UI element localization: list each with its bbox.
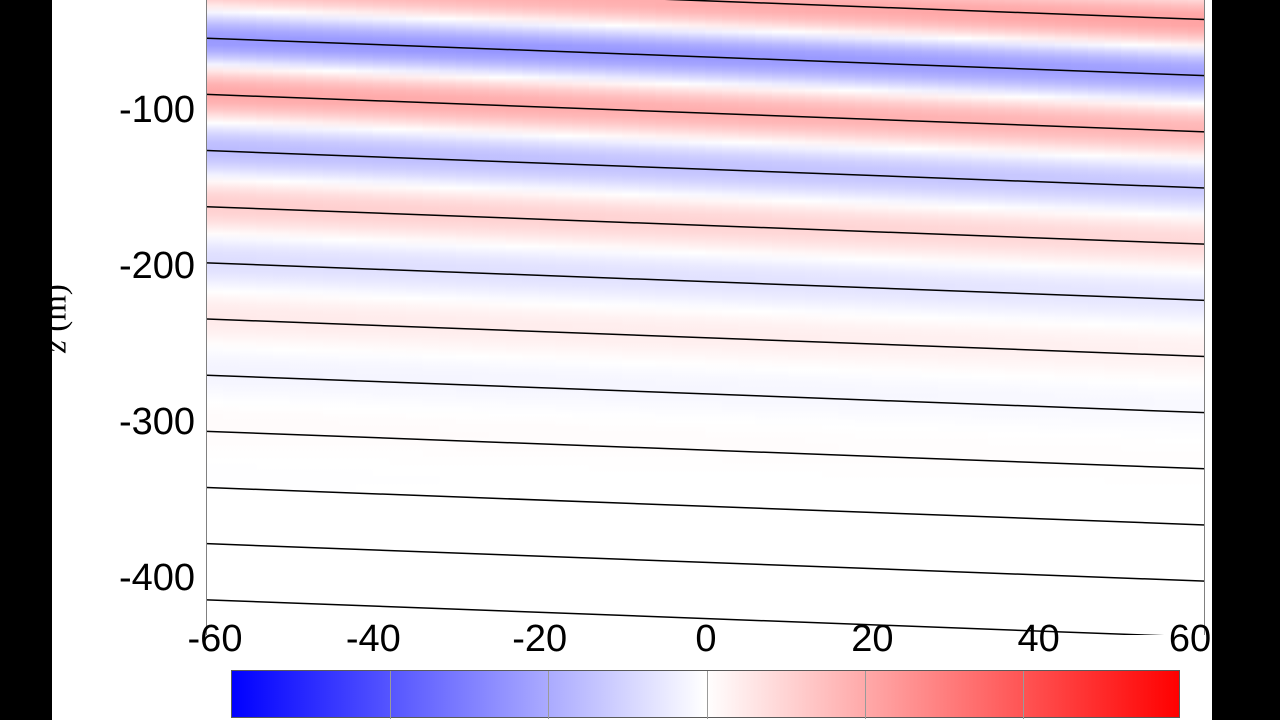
field-strip <box>272 0 291 635</box>
field-strip <box>855 0 873 635</box>
wave-field-heatmap <box>207 0 1205 635</box>
x-tick-label: -20 <box>512 618 568 660</box>
field-strip <box>871 0 890 635</box>
colorbar-tick <box>390 671 392 719</box>
isopycnal-contours <box>207 0 1205 635</box>
field-strip <box>755 0 774 635</box>
x-tick-label: 60 <box>1168 618 1212 660</box>
axis-line-left <box>206 0 208 635</box>
field-strip <box>722 0 740 635</box>
field-strip <box>489 0 507 635</box>
contour-line <box>207 430 1205 470</box>
field-strip <box>223 0 241 635</box>
field-strip <box>306 0 325 635</box>
field-strip <box>1137 0 1156 635</box>
field-strip <box>372 0 391 635</box>
x-tick-label: 20 <box>851 618 894 660</box>
contour-line <box>207 205 1205 245</box>
contour-line <box>207 318 1205 358</box>
y-tick-label: -200 <box>118 245 195 287</box>
x-tick-label: 40 <box>1017 618 1060 660</box>
contour-line <box>207 149 1205 189</box>
contour-line <box>207 599 1165 635</box>
field-strip <box>1038 0 1056 635</box>
field-strip <box>207 0 225 635</box>
field-strip <box>788 0 807 635</box>
letterbox-left <box>0 0 52 720</box>
field-strip <box>256 0 275 635</box>
y-tick-label: -400 <box>118 557 195 599</box>
field-strip <box>455 0 474 635</box>
field-strip <box>1187 0 1205 635</box>
y-tick-label: -100 <box>118 89 195 131</box>
field-strip <box>572 0 591 635</box>
field-strip <box>555 0 574 635</box>
field-strip <box>356 0 374 635</box>
field-strip <box>1004 0 1023 635</box>
field-strip <box>1154 0 1173 635</box>
contour-line <box>207 374 1205 414</box>
field-strip <box>1071 0 1090 635</box>
x-axis-tick-labels: -60 -40 -20 0 20 40 60 <box>0 620 1280 670</box>
field-strip <box>1121 0 1140 635</box>
field-strip <box>1087 0 1106 635</box>
contour-line <box>207 262 1205 302</box>
field-strip <box>921 0 940 635</box>
colorbar-gradient <box>231 670 1180 719</box>
field-strip <box>688 0 707 635</box>
field-strip <box>622 0 641 635</box>
contour-line <box>207 542 1205 582</box>
colorbar-tick <box>548 671 550 719</box>
field-strip <box>505 0 524 635</box>
field-strip <box>672 0 690 635</box>
field-strip <box>588 0 607 635</box>
field-strip <box>539 0 557 635</box>
contour-line <box>664 0 1205 21</box>
field-strip <box>1171 0 1189 635</box>
field-strip <box>838 0 857 635</box>
field-strip <box>705 0 724 635</box>
field-strip <box>905 0 923 635</box>
field-strip <box>522 0 541 635</box>
field-strip <box>988 0 1006 635</box>
field-strip <box>954 0 973 635</box>
field-strip <box>971 0 990 635</box>
field-strip <box>389 0 408 635</box>
colorbar-tick <box>864 671 866 719</box>
field-strip <box>1054 0 1073 635</box>
contour-line <box>207 37 1205 77</box>
letterbox-right <box>1212 0 1280 720</box>
field-strip <box>805 0 824 635</box>
field-strip <box>1021 0 1040 635</box>
field-strip <box>821 0 840 635</box>
field-strip <box>888 0 907 635</box>
field-strip <box>771 0 790 635</box>
field-strip <box>322 0 341 635</box>
x-tick-label: -60 <box>187 618 243 660</box>
field-strip <box>289 0 308 635</box>
field-strip <box>738 0 757 635</box>
field-strip <box>472 0 491 635</box>
y-tick-label: -300 <box>118 401 195 443</box>
x-tick-label: 0 <box>695 618 717 660</box>
axis-line-right <box>1204 0 1206 635</box>
colorbar-tick <box>1022 671 1024 719</box>
contour-line <box>207 93 1205 133</box>
field-strip <box>605 0 624 635</box>
field-strip <box>655 0 674 635</box>
field-strip <box>339 0 358 635</box>
colorbar <box>231 670 1180 719</box>
field-strip <box>1104 0 1123 635</box>
field-strip <box>938 0 957 635</box>
colorbar-tick <box>706 671 708 719</box>
x-tick-label: -40 <box>345 618 401 660</box>
y-axis-tick-labels: -100 -200 -300 -400 <box>95 0 195 640</box>
contour-line <box>207 486 1205 526</box>
field-strip <box>239 0 258 635</box>
field-strip <box>638 0 657 635</box>
plot-axes <box>207 0 1205 635</box>
